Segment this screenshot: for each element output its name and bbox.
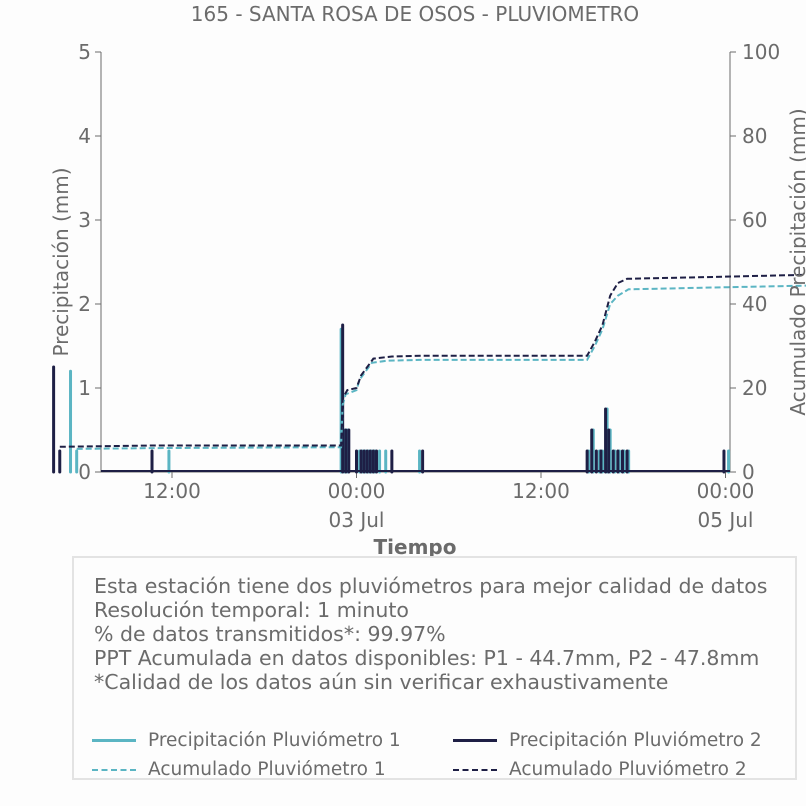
info-line: *Calidad de los datos aún sin verificar … (94, 670, 669, 694)
legend-swatch-p1 (92, 739, 136, 742)
info-line: Esta estación tiene dos pluviómetros par… (94, 574, 768, 598)
legend-swatch-acum2 (453, 768, 497, 771)
info-line: Resolución temporal: 1 minuto (94, 598, 409, 622)
legend-label: Precipitación Pluviómetro 1 (148, 730, 401, 751)
x-tick-label: 00:00 (328, 479, 386, 503)
cumulative-line (59, 273, 806, 448)
y-tick-label-right: 100 (742, 40, 780, 64)
y-tick-label-right: 20 (742, 376, 767, 400)
info-text: Esta estación tiene dos pluviómetros par… (94, 574, 767, 694)
chart-axes: 0 1 2 3 4 5 0 20 40 60 80 100 12:00 00:00 03 Jul 12:00 0… (78, 40, 780, 532)
x-tick-sublabel: 05 Jul (698, 508, 754, 532)
y-tick-label-left: 3 (78, 208, 91, 232)
y-tick-label-right: 60 (742, 208, 767, 232)
y-tick-label-left: 1 (78, 376, 91, 400)
y-tick-label-right: 80 (742, 124, 767, 148)
info-box: Esta estación tiene dos pluviómetros par… (72, 556, 797, 780)
legend-item-acum2: Acumulado Pluviómetro 2 (453, 759, 747, 780)
legend-swatch-p2 (453, 739, 497, 742)
x-tick-sublabel: 03 Jul (329, 508, 385, 532)
x-tick-label: 12:00 (143, 479, 201, 503)
y-tick-label-left: 4 (78, 124, 91, 148)
y-axis-label-right: Acumulado Precipitación (mm) (786, 108, 806, 415)
legend-label: Precipitación Pluviómetro 2 (509, 730, 762, 751)
y-tick-label-right: 0 (742, 460, 755, 484)
legend-item-p2: Precipitación Pluviómetro 2 (453, 730, 762, 751)
legend-item-acum1: Acumulado Pluviómetro 1 (92, 759, 386, 780)
x-tick-label: 12:00 (512, 479, 570, 503)
y-axis-label-left: Precipitación (mm) (49, 167, 73, 356)
info-line: % de datos transmitidos*: 99.97% (94, 622, 446, 646)
legend-label: Acumulado Pluviómetro 1 (148, 759, 386, 780)
legend-label: Acumulado Pluviómetro 2 (509, 759, 747, 780)
info-line: PPT Acumulada en datos disponibles: P1 -… (94, 646, 760, 670)
cumulative-line (76, 284, 806, 450)
y-tick-label-left: 2 (78, 292, 91, 316)
x-axis-label: Tiempo (374, 535, 457, 559)
y-tick-label-right: 40 (742, 292, 767, 316)
y-tick-label-left: 5 (78, 40, 91, 64)
y-tick-label-left: 0 (78, 460, 91, 484)
legend-swatch-acum1 (92, 768, 136, 771)
x-tick-label: 00:00 (697, 479, 755, 503)
legend-item-p1: Precipitación Pluviómetro 1 (92, 730, 401, 751)
chart-marks (52, 273, 806, 474)
chart-title: 165 - SANTA ROSA DE OSOS - PLUVIOMETRO (191, 2, 639, 26)
